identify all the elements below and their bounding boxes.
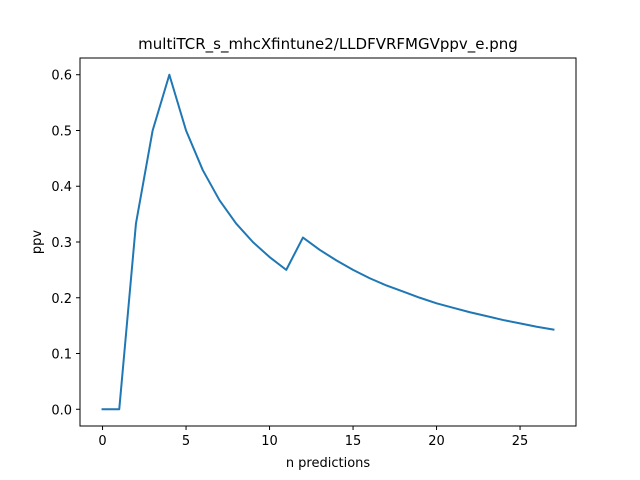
y-axis-label: ppv xyxy=(30,230,45,255)
y-tick-label: 0.2 xyxy=(51,292,72,307)
y-tick-label: 0.1 xyxy=(51,348,72,363)
chart-title: multiTCR_s_mhcXfintune2/LLDFVRFMGVppv_e.… xyxy=(138,35,518,54)
y-tick-label: 0.0 xyxy=(51,403,72,418)
series-layer xyxy=(101,73,555,411)
series-line-0 xyxy=(101,73,555,411)
axes-layer: 0 5 10 15 20 25 0.0 0.1 0.2 0.3 0.4 0.5 0.6 xyxy=(51,57,577,449)
x-tick-label: 25 xyxy=(512,434,529,449)
y-tick-label: 0.3 xyxy=(51,236,72,251)
y-tick-label: 0.5 xyxy=(51,124,72,139)
x-tick-label: 0 xyxy=(98,434,106,449)
x-axis-label: n predictions xyxy=(286,456,371,471)
x-tick-label: 10 xyxy=(261,434,278,449)
x-tick-label: 15 xyxy=(345,434,362,449)
y-tick-label: 0.4 xyxy=(51,180,72,195)
x-tick-label: 20 xyxy=(428,434,445,449)
y-tick-label: 0.6 xyxy=(51,69,72,84)
x-tick-label: 5 xyxy=(182,434,190,449)
